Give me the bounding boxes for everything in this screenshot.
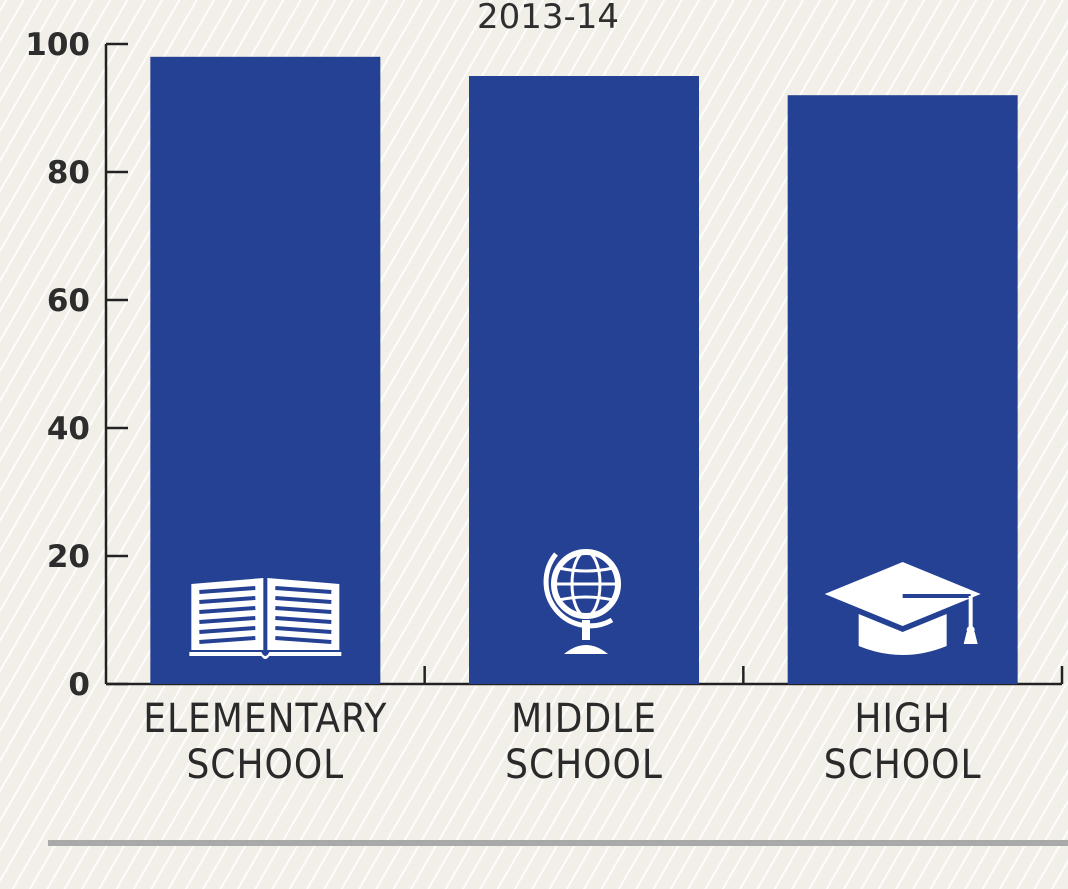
y-axis: 0 20 40 60 80 100 bbox=[25, 27, 128, 703]
y-tick-label: 20 bbox=[47, 539, 90, 575]
x-tick-label-line: SCHOOL bbox=[186, 742, 344, 788]
y-tick-label: 0 bbox=[68, 667, 90, 703]
open-book-icon bbox=[187, 576, 344, 660]
chart-subtitle: 2013-14 bbox=[477, 0, 619, 37]
bar-2 bbox=[469, 76, 699, 684]
x-tick-label: ELEMENTARY SCHOOL bbox=[143, 696, 387, 788]
y-tick-label: 80 bbox=[47, 155, 90, 191]
y-tick-label: 60 bbox=[47, 283, 90, 319]
x-tick-label-line: ELEMENTARY bbox=[143, 696, 387, 742]
y-tick-label: 100 bbox=[25, 27, 90, 63]
x-tick-label-line: HIGH bbox=[854, 696, 951, 742]
x-tick-label-line: SCHOOL bbox=[824, 742, 982, 788]
x-tick-label: HIGH SCHOOL bbox=[824, 696, 982, 788]
x-tick-label: MIDDLE SCHOOL bbox=[505, 696, 663, 788]
x-tick-label-line: MIDDLE bbox=[511, 696, 657, 742]
y-tick-label: 40 bbox=[47, 411, 90, 447]
x-tick-label-line: SCHOOL bbox=[505, 742, 663, 788]
